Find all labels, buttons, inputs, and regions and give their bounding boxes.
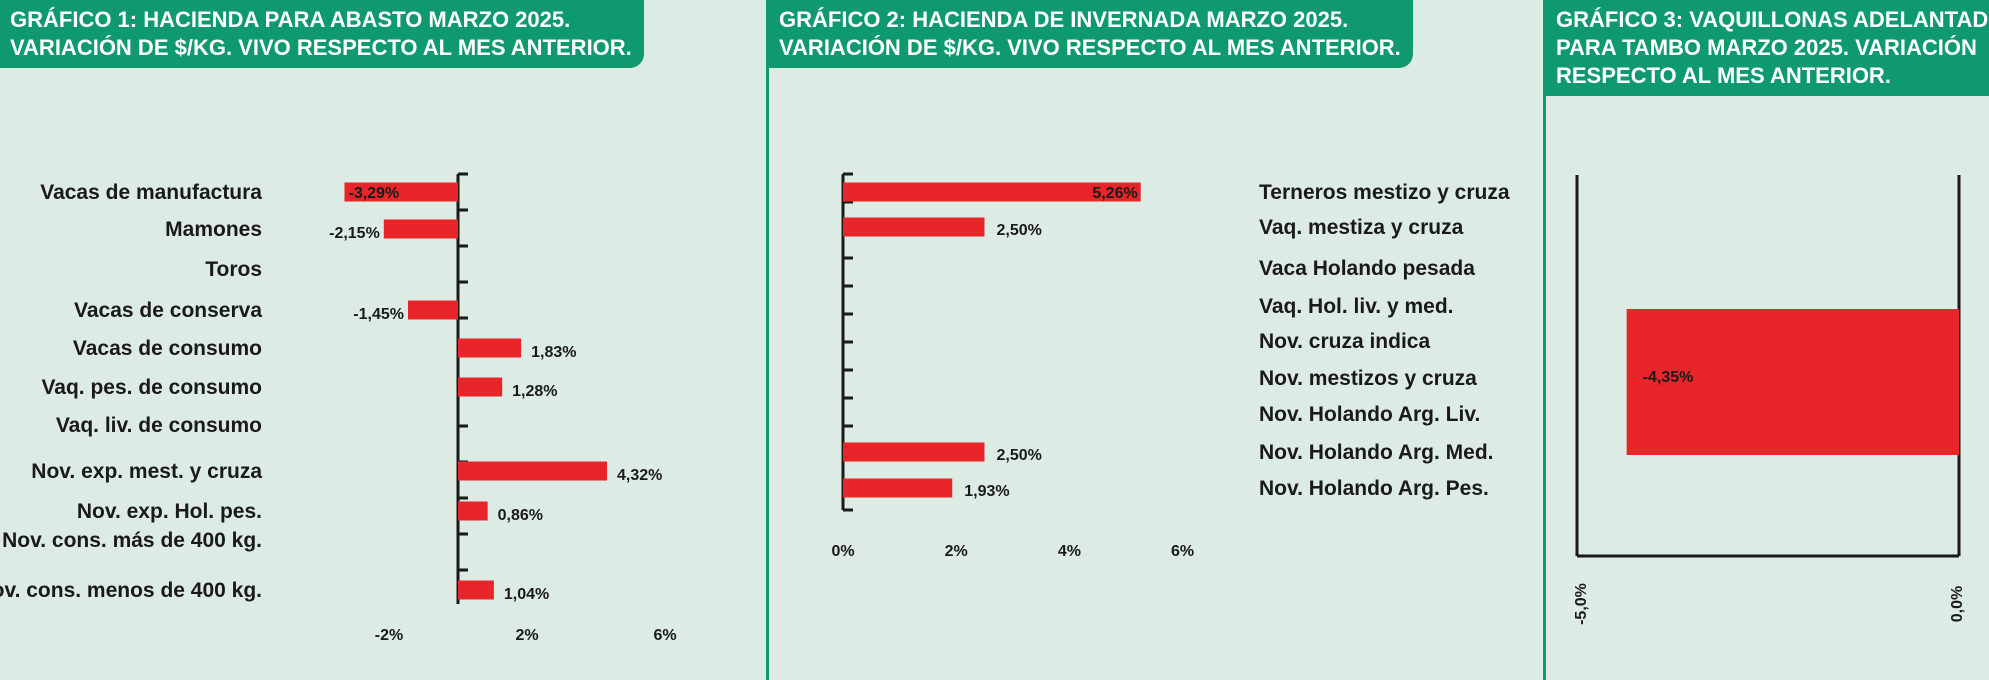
bar xyxy=(458,501,488,521)
chart-panel-1: GRÁFICO 1: HACIENDA PARA ABASTO MARZO 20… xyxy=(0,0,766,680)
x-tick-label: -2% xyxy=(375,627,403,644)
data-label: -3,29% xyxy=(348,185,399,202)
category-label: Nov. cons. menos de 400 kg. xyxy=(0,579,262,602)
chart-panel-3: GRÁFICO 3: VAQUILLONAS ADELANTADAS PARA … xyxy=(1546,0,1989,680)
chart-3-title-line: GRÁFICO 3: VAQUILLONAS ADELANTADAS xyxy=(1556,7,1989,32)
bar xyxy=(383,219,458,239)
chart-3-title-line: RESPECTO AL MES ANTERIOR. xyxy=(1556,63,1891,88)
x-tick-label: 2% xyxy=(945,543,968,560)
category-label: Vacas de manufactura xyxy=(40,181,262,204)
x-tick-label: 6% xyxy=(653,627,676,644)
data-label: 1,83% xyxy=(531,344,576,361)
bar xyxy=(843,478,953,498)
chart-3-title: GRÁFICO 3: VAQUILLONAS ADELANTADAS PARA … xyxy=(1546,0,1989,96)
data-label: -1,45% xyxy=(353,306,404,323)
category-label: Nov. cons. más de 400 kg. xyxy=(2,529,262,552)
category-label: Terneros mestizo y cruza xyxy=(1259,181,1510,204)
chart-2-title-line: GRÁFICO 2: HACIENDA DE INVERNADA MARZO 2… xyxy=(779,7,1349,32)
bar xyxy=(407,300,458,320)
chart-2-title-line: VARIACIÓN DE $/KG. VIVO RESPECTO AL MES … xyxy=(779,35,1401,60)
chart-2-title: GRÁFICO 2: HACIENDA DE INVERNADA MARZO 2… xyxy=(769,0,1413,68)
category-label: Mamones xyxy=(165,218,262,241)
chart-3-title-line: PARA TAMBO MARZO 2025. VARIACIÓN xyxy=(1556,35,1977,60)
category-label: Vaq. Hol. liv. y med. xyxy=(1259,295,1454,318)
panel-divider xyxy=(1543,0,1546,680)
bar xyxy=(843,182,1141,202)
category-label: Vaca Holando pesada xyxy=(1259,257,1475,280)
category-label: Toros xyxy=(205,258,262,281)
bar xyxy=(344,182,458,202)
bar xyxy=(458,461,608,481)
category-label: Vaq. pes. de consumo xyxy=(41,376,262,399)
chart-1-title: GRÁFICO 1: HACIENDA PARA ABASTO MARZO 20… xyxy=(0,0,644,68)
bar xyxy=(458,377,503,397)
data-label: 5,26% xyxy=(1092,185,1137,202)
data-label: 1,04% xyxy=(504,586,549,603)
bar xyxy=(843,217,985,237)
bar xyxy=(458,338,522,358)
category-label: Vaq. liv. de consumo xyxy=(56,414,262,437)
category-label: Nov. Holando Arg. Liv. xyxy=(1259,403,1480,426)
chart-1-title-line: GRÁFICO 1: HACIENDA PARA ABASTO MARZO 20… xyxy=(10,7,571,32)
data-label: 1,28% xyxy=(512,383,557,400)
chart-1-title-line: VARIACIÓN DE $/KG. VIVO RESPECTO AL MES … xyxy=(10,35,632,60)
data-label: 2,50% xyxy=(997,447,1042,464)
chart-2-plot: Terneros mestizo y cruza 5,26% Vaq. mestiz… xyxy=(831,172,1510,560)
x-tick-label: 0% xyxy=(831,543,854,560)
x-tick-label: 6% xyxy=(1171,543,1194,560)
data-label: -2,15% xyxy=(329,225,380,242)
category-label: Nov. cruza indica xyxy=(1259,330,1430,353)
x-tick-label: 4% xyxy=(1058,543,1081,560)
category-label: Nov. exp. Hol. pes. xyxy=(77,500,262,523)
data-label: 4,32% xyxy=(617,467,662,484)
category-label: Nov. exp. mest. y cruza xyxy=(31,460,262,483)
chart-panel-2: GRÁFICO 2: HACIENDA DE INVERNADA MARZO 2… xyxy=(769,0,1543,680)
panel-divider xyxy=(766,0,769,680)
x-tick-label: 2% xyxy=(515,627,538,644)
data-label: 2,50% xyxy=(997,222,1042,239)
bar xyxy=(843,442,985,462)
data-label: 0,86% xyxy=(498,507,543,524)
category-label: Nov. mestizos y cruza xyxy=(1259,367,1477,390)
category-label: Vacas de consumo xyxy=(73,337,262,360)
category-label: Vaq. mestiza y cruza xyxy=(1259,216,1464,239)
data-label: 1,93% xyxy=(964,483,1009,500)
category-label: Nov. Holando Arg. Pes. xyxy=(1259,477,1489,500)
bar xyxy=(1626,309,1959,455)
chart-3-plot: -4,35% -5,0% 0,0% xyxy=(1573,175,1966,625)
x-tick-label: 0,0% xyxy=(1949,586,1966,622)
category-label: Vacas de conserva xyxy=(74,299,262,322)
category-label: Nov. Holando Arg. Med. xyxy=(1259,441,1494,464)
bar xyxy=(458,580,494,600)
data-label: -4,35% xyxy=(1643,369,1694,386)
x-tick-label: -5,0% xyxy=(1573,583,1590,625)
chart-1-plot: Vacas de manufactura -3,29% Mamones -2,15% T… xyxy=(0,172,677,644)
